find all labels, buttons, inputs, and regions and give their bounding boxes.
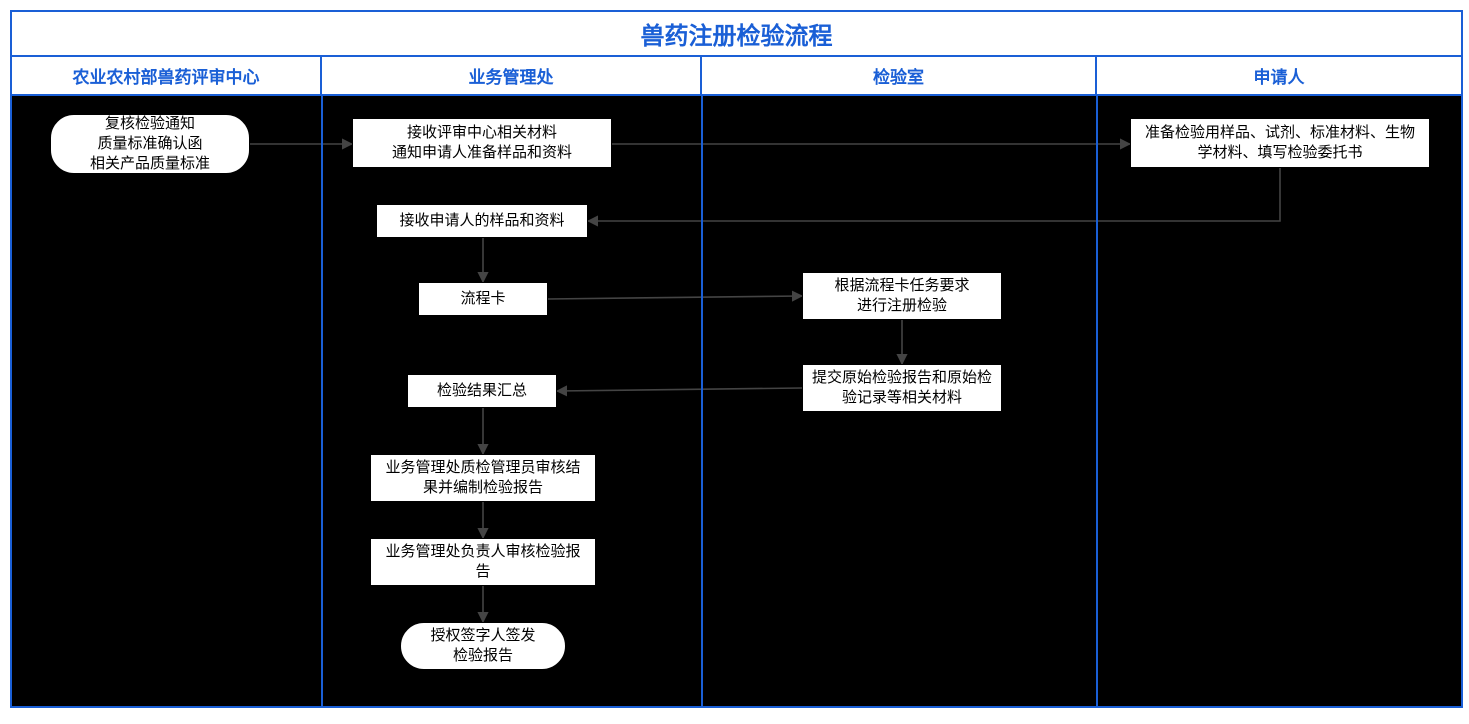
swimlane-diagram: 兽药注册检验流程 农业农村部兽药评审中心业务管理处检验室申请人 复核检验通知 质… <box>10 10 1463 708</box>
node-n4: 接收申请人的样品和资料 <box>376 204 588 238</box>
node-n9: 业务管理处质检管理员审核结果并编制检验报告 <box>370 454 596 502</box>
lane-header-lane2: 业务管理处 <box>322 57 702 94</box>
node-n7: 提交原始检验报告和原始检验记录等相关材料 <box>802 364 1002 412</box>
node-n1: 复核检验通知 质量标准确认函 相关产品质量标准 <box>50 114 250 174</box>
lanes-header: 农业农村部兽药评审中心业务管理处检验室申请人 <box>12 57 1461 96</box>
diagram-title: 兽药注册检验流程 <box>12 12 1461 57</box>
lane-divider <box>321 96 323 706</box>
node-n6: 根据流程卡任务要求 进行注册检验 <box>802 272 1002 320</box>
node-n8: 检验结果汇总 <box>407 374 557 408</box>
diagram-body: 复核检验通知 质量标准确认函 相关产品质量标准 接收评审中心相关材料 通知申请人准… <box>12 96 1461 706</box>
edge-n7-n8 <box>557 388 802 391</box>
lane-header-lane4: 申请人 <box>1097 57 1461 94</box>
lane-divider <box>701 96 703 706</box>
node-n5: 流程卡 <box>418 282 548 316</box>
node-n2: 接收评审中心相关材料 通知申请人准备样品和资料 <box>352 118 612 168</box>
lane-header-lane1: 农业农村部兽药评审中心 <box>12 57 322 94</box>
node-n10: 业务管理处负责人审核检验报告 <box>370 538 596 586</box>
edges-layer <box>12 96 1461 706</box>
node-n11: 授权签字人签发 检验报告 <box>400 622 566 670</box>
edge-n3-n4 <box>588 168 1280 221</box>
node-n3: 准备检验用样品、试剂、标准材料、生物学材料、填写检验委托书 <box>1130 118 1430 168</box>
lane-header-lane3: 检验室 <box>702 57 1097 94</box>
edge-n5-n6 <box>548 296 802 299</box>
lane-divider <box>1096 96 1098 706</box>
